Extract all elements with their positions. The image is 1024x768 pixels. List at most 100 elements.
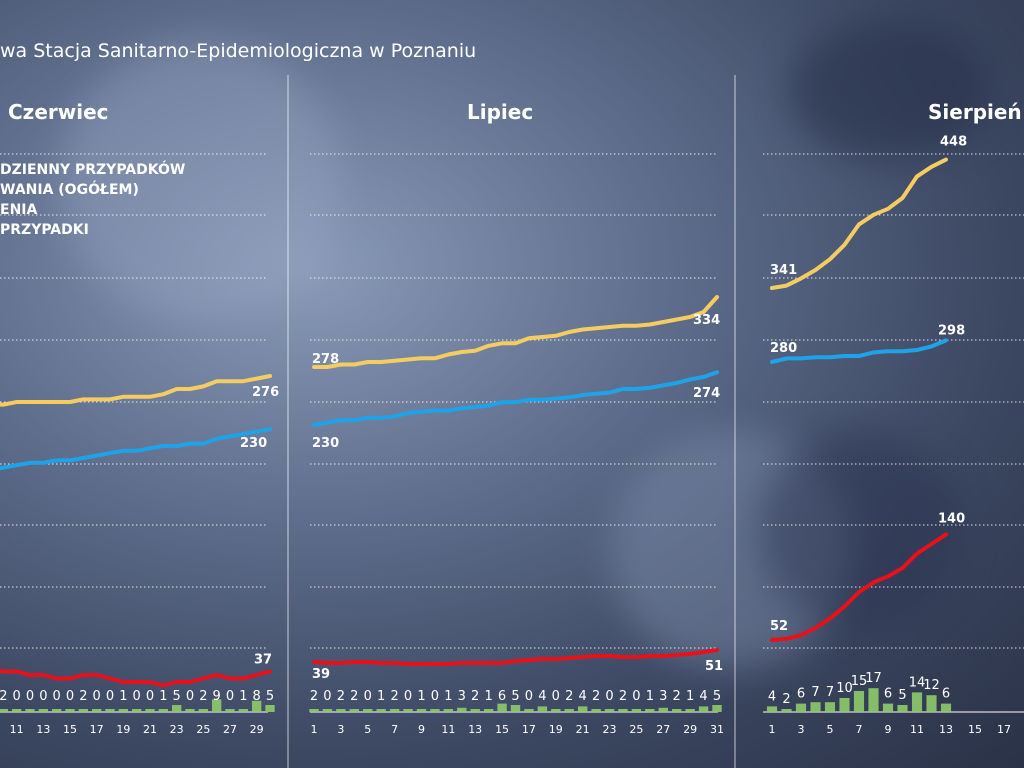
daily-bar [363,709,373,712]
daily-bar-label: 1 [484,689,492,704]
x-tick-label: 1 [769,723,776,736]
x-tick-label: 13 [939,723,953,736]
daily-bar-label: 0 [323,689,331,704]
daily-bar-label: 5 [173,689,181,704]
daily-bar-label: 12 [923,678,940,693]
daily-bar [470,709,480,712]
end-label-active: 37 [254,653,272,668]
daily-bar-label: 7 [811,685,819,700]
daily-bar [712,705,722,712]
daily-bar-label: 2 [310,689,318,704]
daily-bar [65,709,75,712]
daily-bar-label: 5 [266,689,274,704]
x-tick-label: 7 [391,723,398,736]
daily-bar-label: 0 [525,689,533,704]
legend-item-daily: DZIENNY PRZYPADKÓW [0,162,186,178]
daily-bar [564,709,574,712]
daily-bar [618,709,628,712]
daily-bar-label: 4 [768,689,776,704]
daily-bar [698,706,709,712]
line-red [0,668,272,688]
daily-bar-label: 5 [511,689,519,704]
daily-bar-label: 10 [836,681,853,696]
daily-bar [25,709,35,712]
daily-bar-label: 0 [186,689,194,704]
x-tick-label: 3 [337,723,344,736]
x-tick-label: 9 [418,723,425,736]
x-tick-label: 15 [968,723,982,736]
x-tick-label: 17 [997,723,1011,736]
x-tick-label: 25 [629,723,643,736]
line-red [312,648,719,666]
daily-bar-label: 4 [579,689,587,704]
daily-bar [52,709,62,712]
legend: DZIENNY PRZYPADKÓW WANIA (OGÓŁEM) ENIA P… [0,160,185,240]
x-tick-label: 11 [910,723,924,736]
daily-bar [685,709,695,712]
daily-bar [591,709,601,712]
daily-bar-label: 8 [253,689,261,704]
month-title-lipiec: Lipiec [467,100,534,124]
daily-bar [781,709,792,712]
daily-bar [416,709,427,712]
daily-bar [38,709,48,712]
daily-bar [524,709,534,712]
daily-bar [309,709,319,712]
x-tick-label: 21 [143,723,157,736]
daily-bar-label: 0 [146,689,154,704]
daily-bar [443,709,454,712]
x-tick-label: 15 [63,723,77,736]
daily-bar-label: 2 [199,689,207,704]
daily-bar [92,709,102,712]
line-yellow [770,157,948,290]
daily-bar-label: 0 [66,689,74,704]
x-tick-label: 21 [576,723,590,736]
start-label-recovered: 230 [312,436,339,451]
x-tick-label: 9 [885,723,892,736]
daily-bar [252,700,262,712]
daily-bar [132,709,142,712]
end-label-total: 276 [252,385,279,400]
daily-bar-label: 4 [538,689,546,704]
start-label-total: 341 [770,263,797,278]
legend-item-total: WANIA (OGÓŁEM) [0,182,139,198]
daily-bar-label: 0 [106,689,114,704]
daily-bar-label: 2 [390,689,398,704]
daily-bar-label: 6 [797,687,805,702]
daily-bar-label: 5 [898,688,906,703]
daily-bar-label: 0 [431,689,439,704]
x-tick-label: 25 [196,723,210,736]
x-tick-label: 23 [603,723,617,736]
daily-bar [349,709,360,712]
x-tick-label: 5 [827,723,834,736]
daily-bar [483,709,494,712]
daily-bar [940,703,952,712]
end-label-total: 448 [940,135,967,150]
daily-bar-label: 17 [865,671,882,686]
daily-bar [403,709,413,712]
daily-bar [145,709,155,712]
daily-bar [897,705,908,712]
daily-bar-label: 0 [632,689,640,704]
x-tick-label: 31 [710,723,724,736]
daily-bar [430,709,440,712]
x-tick-label: 17 [90,723,104,736]
x-tick-label: 1 [311,723,318,736]
daily-bar-label: 1 [377,689,385,704]
daily-bar-label: 2 [673,689,681,704]
x-tick-label: 11 [10,723,24,736]
x-tick-label: 23 [170,723,184,736]
x-tick-label: 7 [856,723,863,736]
daily-bar [926,695,937,712]
daily-bar [497,703,507,712]
daily-bar-label: 2 [0,689,7,704]
line-blue [312,370,719,427]
daily-bar [336,709,346,712]
daily-bar [795,703,807,712]
end-label-total: 334 [693,313,720,328]
x-tick-label: 5 [364,723,371,736]
daily-bar-label: 0 [605,689,613,704]
end-label-active: 51 [705,659,723,674]
